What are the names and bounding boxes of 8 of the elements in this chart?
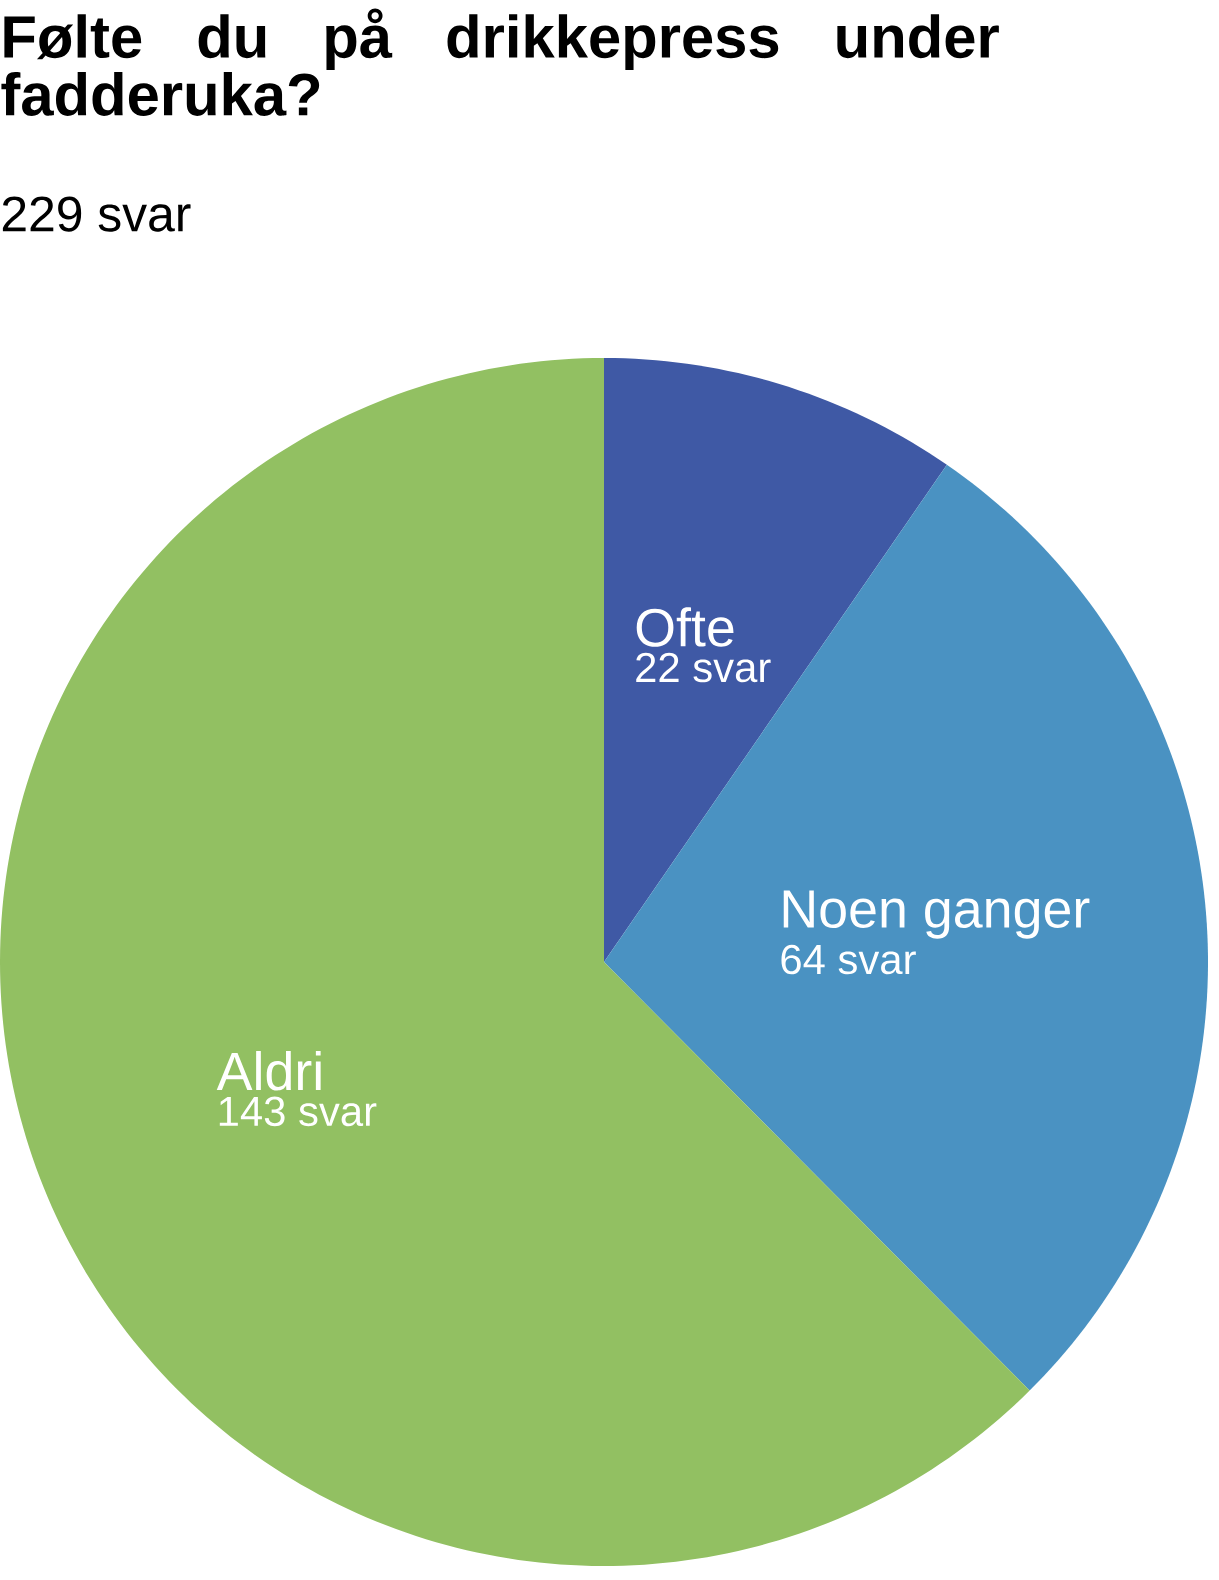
slice-label: Ofte — [636, 607, 734, 647]
data-label: 143 svar — [219, 1096, 377, 1127]
chart-subtitle: 229 svar — [2, 196, 191, 232]
data-label: 64 svar — [781, 944, 916, 975]
slice-label: Noen ganger — [783, 890, 1090, 939]
slice-label: Aldri — [216, 1051, 321, 1091]
chart-title: Følte du på drikkepress under fadderuka? — [1, 8, 999, 116]
data-label: 22 svar — [636, 652, 771, 683]
